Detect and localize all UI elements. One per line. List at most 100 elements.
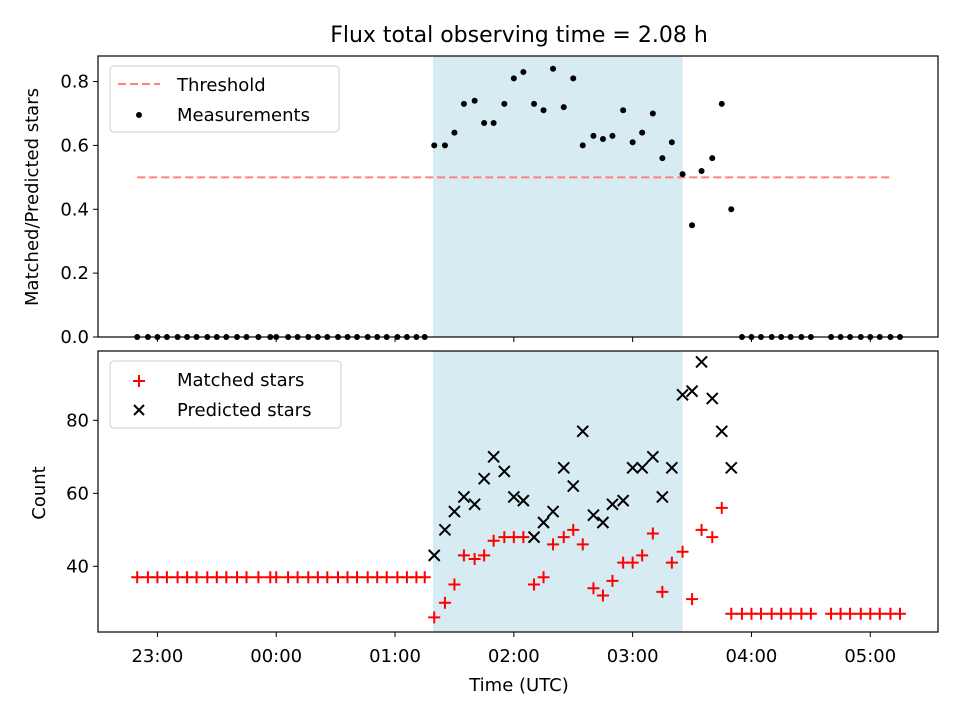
predicted-star-point [498,465,511,478]
matched-star-point [220,571,233,584]
matched-star-point [321,571,334,584]
predicted-star-point [546,505,560,518]
matched-star-point [567,523,580,536]
measurement-point [599,136,606,143]
legend-matched-swatch [133,375,145,387]
matched-star-point [695,523,708,536]
top-y-tick-label: 0.4 [60,199,89,220]
matched-star-point [528,578,541,591]
top-legend-box [109,65,340,133]
chart-title: Flux total observing time = 2.08 h [330,23,708,48]
bottom-y-axis-ticks: 40 60 80 [66,410,98,577]
matched-star-point [784,607,797,620]
matched-star-point [270,571,283,584]
matched-star-point [606,574,619,587]
matched-star-point [478,549,491,562]
predicted-star-point [646,450,660,464]
matched-star-point [596,589,609,602]
predicted-star-point [468,498,481,511]
predicted-star-point [596,516,610,529]
measurement-point [698,167,705,174]
predicted-stars-series [428,355,738,562]
matched-star-point [665,556,678,569]
matched-star-point [686,593,699,606]
x-axis-label: Time (UTC) [468,675,569,696]
legend-predicted-label: Predicted stars [177,400,311,421]
matched-star-point [438,596,451,609]
x-tick-label: 01:00 [369,646,421,667]
measurement-point [728,206,735,213]
top-x-axis-ticks [156,337,871,342]
measurement-point [570,75,577,82]
top-panel: 0.00.20.40.60.8 Matched/Predicted stars … [22,55,939,348]
bottom-y-tick-label: 60 [66,483,89,504]
matched-star-point [626,556,639,569]
matched-star-point [656,585,669,598]
top-y-tick-label: 0.2 [60,263,89,284]
measurement-point [510,75,517,82]
matched-star-point [804,607,817,620]
legend-measurements-label: Measurements [177,105,310,126]
bottom-x-axis-ticks: 23:00 00:00 01:00 02:00 03:00 04:00 05:00 [131,632,896,667]
top-y-tick-label: 0.0 [60,327,89,348]
predicted-star-point [706,392,719,405]
matched-star-point [291,571,304,584]
matched-star-point [725,607,738,620]
matched-star-point [636,549,649,562]
measurement-point [579,142,586,149]
predicted-star-point [725,461,738,474]
measurement-point [668,139,675,146]
measurement-point [441,142,448,149]
matched-star-point [190,571,203,584]
predicted-star-point [656,490,669,504]
predicted-star-point [477,472,491,485]
matched-star-point [457,549,470,562]
bottom-axes-frame [97,350,939,633]
measurement-point [490,120,497,127]
measurement-point [639,129,646,136]
matched-star-point [547,538,560,551]
measurement-point [431,142,438,149]
measurement-point [501,100,508,107]
predicted-star-point [537,516,550,529]
top-y-tick-label: 0.8 [60,72,89,93]
measurement-point [659,155,666,162]
matched-star-point [576,538,589,551]
matched-stars-series [131,501,906,624]
predicted-star-point [685,384,699,398]
bottom-y-tick-label: 80 [66,410,89,431]
matched-star-point [557,531,570,544]
top-y-tick-label: 0.6 [60,135,89,156]
matched-star-point [418,571,431,584]
matched-star-point [448,578,461,591]
matched-star-point [706,531,719,544]
matched-star-point [380,571,393,584]
matched-star-point [873,607,886,620]
predicted-star-point [715,425,728,438]
matched-star-point [844,607,857,620]
measurement-point [609,132,616,139]
measurement-point [531,100,538,107]
matched-star-point [715,501,728,514]
matched-star-point [468,553,481,566]
measurement-point [520,68,527,75]
measurement-point [451,129,458,136]
measurement-point [590,132,597,139]
matched-star-point [754,607,767,620]
predicted-star-point [448,505,461,518]
predicted-star-point [438,523,452,537]
measurement-point [471,97,478,104]
bottom-legend: Matched stars Predicted stars [109,360,342,429]
legend-predicted-swatch [133,404,145,416]
matched-star-point [537,571,550,584]
predicted-star-point [428,549,441,562]
predicted-star-point [517,494,530,507]
predicted-star-point [527,530,541,544]
predicted-star-point [457,490,471,504]
x-tick-label: 03:00 [607,646,659,667]
predicted-star-point [676,388,689,401]
matched-star-point [893,607,906,620]
measurement-point [709,155,716,162]
x-tick-label: 02:00 [488,646,540,667]
